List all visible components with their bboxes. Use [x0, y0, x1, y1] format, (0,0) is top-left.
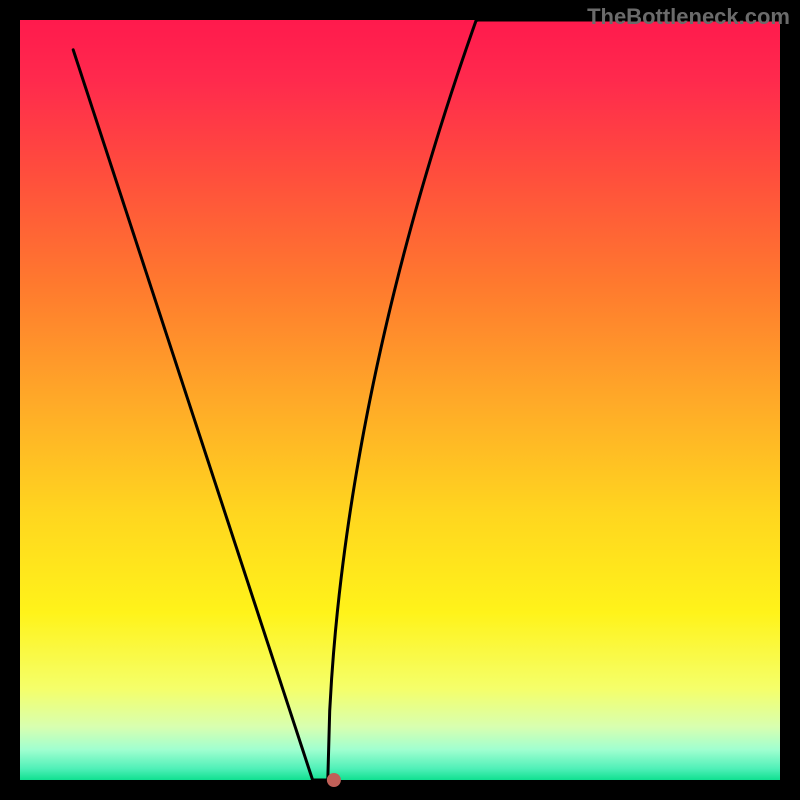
minimum-marker [327, 773, 341, 787]
bottleneck-chart: TheBottleneck.com [0, 0, 800, 800]
chart-svg [0, 0, 800, 800]
watermark-text: TheBottleneck.com [587, 4, 790, 30]
plot-background [20, 20, 780, 780]
